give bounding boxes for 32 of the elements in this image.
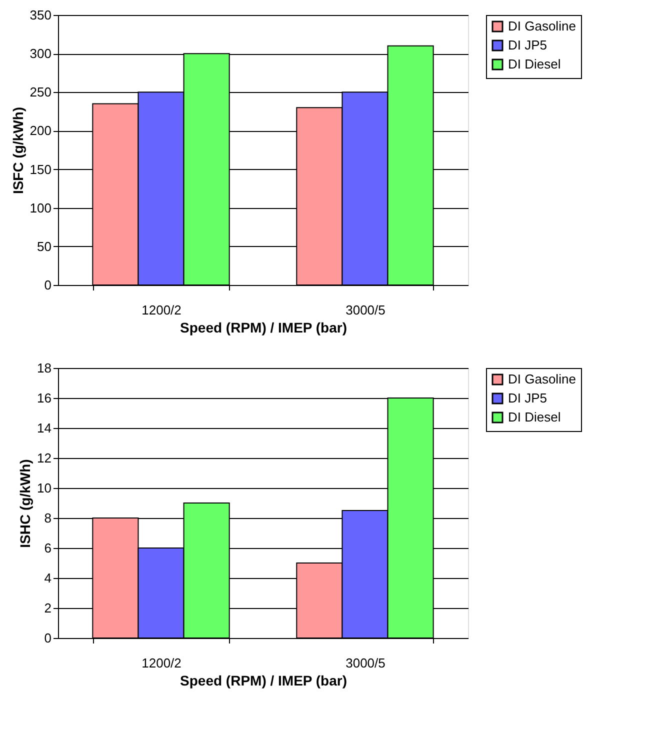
legend-label: DI JP5 bbox=[508, 38, 548, 52]
y-tick-label: 300 bbox=[30, 46, 52, 62]
x-tick-label: 1200/2 bbox=[142, 656, 182, 670]
x-tick-label: 3000/5 bbox=[346, 656, 386, 670]
y-tick-label: 8 bbox=[44, 510, 52, 526]
legend-label: DI Gasoline bbox=[508, 372, 576, 386]
y-tick-label: 6 bbox=[44, 540, 52, 556]
legend-label: DI Diesel bbox=[508, 410, 561, 424]
y-tick-label: 200 bbox=[30, 123, 52, 138]
x-tick-label: 3000/5 bbox=[346, 302, 386, 318]
x-tick-label: 1200/2 bbox=[142, 302, 182, 318]
y-tick-label: 10 bbox=[37, 480, 52, 496]
x-axis-title: Speed (RPM) / IMEP (bar) bbox=[180, 672, 347, 688]
y-tick-label: 150 bbox=[30, 162, 52, 177]
legend-label: DI JP5 bbox=[508, 390, 548, 406]
legend-label: DI Gasoline bbox=[508, 18, 576, 34]
legend-label: DI Diesel bbox=[508, 56, 561, 72]
y-axis-title: ISFC (g/kWh) bbox=[10, 106, 26, 194]
y-tick-label: 14 bbox=[37, 420, 52, 436]
y-tick-label: 0 bbox=[44, 278, 52, 292]
y-tick-label: 12 bbox=[37, 450, 52, 466]
y-tick-label: 50 bbox=[37, 238, 52, 254]
y-tick-label: 250 bbox=[30, 84, 52, 100]
y-axis-title: ISHC (g/kWh) bbox=[17, 459, 34, 548]
x-axis-title: Speed (RPM) / IMEP (bar) bbox=[180, 320, 347, 336]
y-tick-label: 18 bbox=[37, 360, 52, 376]
y-tick-label: 2 bbox=[44, 600, 52, 616]
y-tick-label: 100 bbox=[30, 200, 52, 216]
y-tick-label: 16 bbox=[37, 390, 52, 406]
y-tick-label: 350 bbox=[30, 8, 52, 22]
y-tick-label: 4 bbox=[44, 570, 52, 586]
y-tick-label: 0 bbox=[44, 630, 52, 646]
